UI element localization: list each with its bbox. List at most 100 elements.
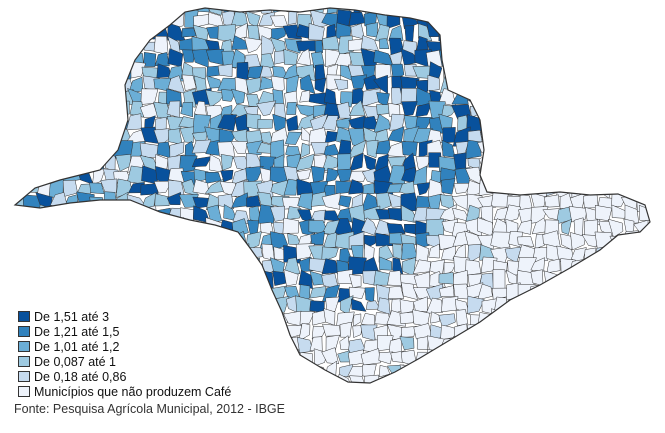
municipality-region bbox=[15, 51, 27, 65]
municipality-region bbox=[113, 257, 132, 272]
municipality-region bbox=[646, 295, 650, 315]
municipality-region bbox=[361, 388, 377, 404]
municipality-region bbox=[636, 89, 650, 105]
municipality-region bbox=[389, 8, 402, 16]
municipality-region bbox=[572, 100, 586, 119]
municipality-region bbox=[62, 179, 78, 197]
municipality-region bbox=[545, 321, 563, 337]
municipality-region bbox=[622, 62, 641, 81]
municipality-region bbox=[599, 114, 611, 128]
municipality-region bbox=[152, 8, 169, 13]
municipality-region bbox=[37, 282, 56, 299]
municipality-region bbox=[62, 143, 82, 157]
municipality-region bbox=[61, 231, 80, 246]
municipality-region bbox=[64, 38, 80, 54]
municipality-region bbox=[558, 8, 572, 13]
municipality-region bbox=[621, 155, 639, 172]
legend-item: De 0,087 até 1 bbox=[18, 354, 231, 369]
municipality-region bbox=[467, 323, 482, 339]
municipality-region bbox=[139, 257, 158, 273]
municipality-region bbox=[585, 8, 602, 14]
municipality-region bbox=[349, 100, 366, 116]
municipality-region bbox=[15, 258, 16, 272]
municipality-region bbox=[594, 139, 613, 159]
municipality-region bbox=[37, 8, 52, 13]
municipality-region bbox=[53, 115, 69, 131]
legend-item: De 0,18 até 0,86 bbox=[18, 369, 231, 384]
municipality-region bbox=[244, 270, 262, 289]
municipality-region bbox=[464, 10, 479, 29]
municipality-region bbox=[454, 323, 469, 342]
municipality-region bbox=[468, 8, 484, 14]
municipality-region bbox=[621, 348, 639, 368]
municipality-region bbox=[416, 336, 429, 351]
municipality-region bbox=[503, 8, 523, 15]
municipality-region bbox=[245, 257, 260, 275]
municipality-region bbox=[117, 286, 134, 300]
municipality-region bbox=[350, 74, 368, 90]
municipality-region bbox=[87, 258, 105, 273]
source-caption: Fonte: Pesquisa Agrícola Municipal, 2012… bbox=[14, 402, 285, 416]
municipality-region bbox=[571, 269, 586, 288]
municipality-region bbox=[625, 15, 639, 29]
municipality-region bbox=[153, 180, 173, 194]
municipality-region bbox=[296, 336, 314, 354]
municipality-region bbox=[646, 116, 650, 133]
municipality-region bbox=[101, 272, 116, 288]
legend-label: De 1,51 até 3 bbox=[34, 309, 110, 324]
municipality-region bbox=[244, 296, 264, 316]
municipality-region bbox=[22, 66, 40, 79]
municipality-region bbox=[89, 217, 107, 237]
municipality-region bbox=[206, 230, 221, 249]
municipality-region bbox=[0, 167, 15, 179]
municipality-region bbox=[597, 337, 615, 352]
municipality-region bbox=[87, 48, 107, 69]
municipality-region bbox=[181, 27, 197, 38]
municipality-region bbox=[337, 153, 352, 172]
municipality-region bbox=[559, 391, 575, 405]
legend-swatch bbox=[18, 371, 30, 382]
municipality-region bbox=[129, 222, 144, 235]
municipality-region bbox=[451, 63, 472, 80]
legend-label: Municípios que não produzem Café bbox=[34, 384, 232, 399]
municipality-region bbox=[609, 131, 627, 145]
municipality-region bbox=[232, 347, 251, 364]
municipality-region bbox=[115, 269, 131, 289]
municipality-region bbox=[556, 282, 575, 302]
municipality-region bbox=[78, 66, 92, 82]
municipality-region bbox=[181, 219, 199, 235]
municipality-region bbox=[622, 389, 639, 403]
municipality-region bbox=[374, 378, 393, 383]
municipality-region bbox=[101, 50, 119, 67]
municipality-region bbox=[0, 118, 12, 130]
municipality-region bbox=[205, 259, 222, 274]
municipality-region bbox=[379, 256, 392, 271]
municipality-region bbox=[321, 115, 339, 131]
municipality-region bbox=[400, 373, 420, 383]
municipality-region bbox=[623, 258, 640, 275]
municipality-region bbox=[15, 36, 17, 53]
municipality-region bbox=[379, 38, 390, 50]
municipality-region bbox=[584, 139, 601, 154]
municipality-region bbox=[624, 51, 638, 65]
municipality-region bbox=[560, 360, 576, 378]
municipality-region bbox=[22, 233, 37, 251]
municipality-region bbox=[620, 243, 639, 264]
municipality-region bbox=[15, 11, 16, 25]
municipality-region bbox=[244, 287, 263, 302]
municipality-region bbox=[484, 376, 497, 383]
municipality-region bbox=[568, 157, 584, 173]
municipality-region bbox=[520, 61, 537, 81]
municipality-region bbox=[15, 191, 16, 211]
municipality-region bbox=[336, 101, 352, 119]
municipality-region bbox=[583, 165, 596, 185]
municipality-region bbox=[126, 194, 147, 209]
municipality-region bbox=[140, 12, 156, 30]
municipality-region bbox=[62, 220, 80, 236]
municipality-region bbox=[387, 285, 405, 299]
municipality-region bbox=[555, 321, 576, 337]
municipality-region bbox=[231, 323, 249, 338]
municipality-region bbox=[491, 23, 510, 43]
municipality-region bbox=[491, 52, 506, 69]
municipality-region bbox=[314, 40, 323, 56]
